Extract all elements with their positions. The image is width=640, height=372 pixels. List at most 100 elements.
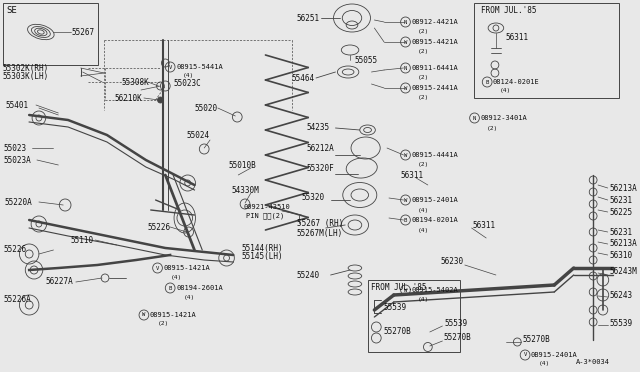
Text: V: V [168, 64, 172, 70]
Text: 08911-6441A: 08911-6441A [412, 65, 458, 71]
Text: 08915-5441A: 08915-5441A [176, 64, 223, 70]
Text: W: W [404, 153, 407, 157]
Text: 55145(LH): 55145(LH) [241, 253, 283, 262]
Text: (2): (2) [418, 94, 429, 99]
Text: (2): (2) [157, 321, 169, 327]
Text: FROM JUL.'85: FROM JUL.'85 [481, 6, 537, 15]
Text: 08915-1421A: 08915-1421A [150, 312, 196, 318]
Text: N: N [404, 65, 407, 71]
Text: 55267M(LH): 55267M(LH) [296, 228, 343, 237]
Text: 56231: 56231 [610, 196, 633, 205]
Text: 08912-3401A: 08912-3401A [481, 115, 527, 121]
Text: (4): (4) [418, 228, 429, 232]
Text: B: B [404, 218, 407, 222]
Text: 55539: 55539 [610, 318, 633, 327]
Text: 55023: 55023 [4, 144, 27, 153]
Text: W: W [142, 312, 145, 317]
Text: 54330M: 54330M [232, 186, 259, 195]
Text: 55055: 55055 [355, 55, 378, 64]
Text: 08194-2601A: 08194-2601A [176, 285, 223, 291]
Text: (4): (4) [500, 87, 511, 93]
Text: 56210K: 56210K [115, 93, 143, 103]
Text: 55226: 55226 [148, 222, 171, 231]
Text: 54235: 54235 [307, 122, 330, 131]
Text: (4): (4) [171, 275, 182, 279]
Text: 55023C: 55023C [173, 78, 201, 87]
Text: 08915-4421A: 08915-4421A [412, 39, 458, 45]
Text: 55226: 55226 [4, 246, 27, 254]
Text: 56251: 56251 [296, 13, 320, 22]
Text: 55023A: 55023A [4, 155, 31, 164]
Text: 55308K: 55308K [122, 77, 149, 87]
Bar [3, 3, 98, 65]
Text: 56243: 56243 [610, 291, 633, 299]
Text: 08915-2401A: 08915-2401A [412, 197, 458, 203]
Text: (2): (2) [418, 48, 429, 54]
Text: 56311: 56311 [401, 170, 424, 180]
Text: 55539: 55539 [444, 318, 467, 327]
Text: 08915-1421A: 08915-1421A [163, 265, 210, 271]
Text: 55144(RH): 55144(RH) [241, 244, 283, 253]
Text: 55464: 55464 [292, 74, 315, 83]
Circle shape [157, 97, 163, 103]
Text: W: W [404, 39, 407, 45]
Text: (2): (2) [418, 161, 429, 167]
Text: (2): (2) [418, 29, 429, 33]
Text: 55267: 55267 [72, 28, 95, 36]
Text: 0B915-2401A: 0B915-2401A [531, 352, 578, 358]
Text: 55320F: 55320F [307, 164, 334, 173]
Text: W: W [404, 198, 407, 202]
Text: 55401: 55401 [6, 100, 29, 109]
Text: W: W [404, 288, 407, 292]
Text: 56231: 56231 [610, 228, 633, 237]
Text: 55010B: 55010B [228, 160, 256, 170]
Text: N: N [404, 19, 407, 25]
Text: 08915-5402A: 08915-5402A [412, 287, 458, 293]
Text: 55303K(LH): 55303K(LH) [3, 71, 49, 80]
Text: 55267 (RH): 55267 (RH) [296, 218, 343, 228]
Text: 55539: 55539 [383, 302, 406, 311]
Bar [367, 280, 460, 352]
Text: (4): (4) [418, 208, 429, 212]
Text: 55320: 55320 [301, 192, 324, 202]
Text: 56311: 56311 [472, 221, 496, 230]
Text: 08194-0201A: 08194-0201A [412, 217, 458, 223]
Text: (2): (2) [487, 125, 499, 131]
Text: 55110: 55110 [71, 235, 94, 244]
Text: 56213A: 56213A [610, 240, 637, 248]
Text: (4): (4) [418, 298, 429, 302]
Text: 55270B: 55270B [444, 334, 471, 343]
Text: SE: SE [7, 6, 17, 15]
Text: 08912-4421A: 08912-4421A [412, 19, 458, 25]
Text: W: W [404, 86, 407, 90]
Text: (4): (4) [184, 295, 195, 299]
Text: 56311: 56311 [506, 32, 529, 42]
Text: 08915-2441A: 08915-2441A [412, 85, 458, 91]
Text: 08124-0201E: 08124-0201E [493, 79, 540, 85]
Text: 08915-4441A: 08915-4441A [412, 152, 458, 158]
Text: 56213A: 56213A [610, 183, 637, 192]
Text: 00921-43510: 00921-43510 [243, 204, 290, 210]
Text: 56227A: 56227A [45, 278, 74, 286]
Text: B: B [168, 285, 172, 291]
Text: 56212A: 56212A [307, 144, 334, 153]
Text: 56225: 56225 [610, 208, 633, 217]
Text: V: V [156, 266, 159, 270]
Text: 55240: 55240 [296, 270, 320, 279]
Text: FROM JUL.'85: FROM JUL.'85 [371, 282, 427, 292]
Text: 55220A: 55220A [5, 198, 33, 206]
Text: 56230: 56230 [440, 257, 463, 266]
Text: 55270B: 55270B [522, 336, 550, 344]
Text: (4): (4) [539, 360, 550, 366]
Text: (2): (2) [418, 74, 429, 80]
Text: 55020: 55020 [195, 103, 218, 112]
Text: V: V [524, 353, 527, 357]
Text: 56243M: 56243M [610, 267, 637, 276]
Bar [474, 3, 620, 98]
Text: 55226A: 55226A [4, 295, 31, 305]
Text: 55270B: 55270B [383, 327, 411, 337]
Text: N: N [473, 115, 476, 121]
Text: 55302K(RH): 55302K(RH) [3, 64, 49, 73]
Text: 55024: 55024 [187, 131, 210, 140]
Text: (4): (4) [183, 73, 194, 77]
